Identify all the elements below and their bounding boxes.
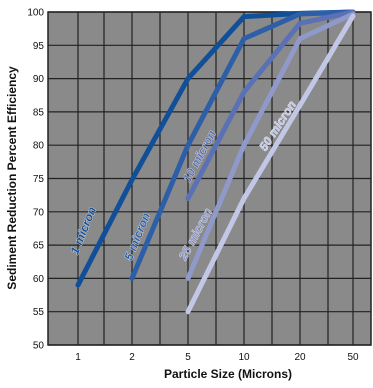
tick-labels: 50 55 60 65 70 75 80 85 90 95 100 1 2 5 10 20 50 [27, 8, 359, 364]
x-tick-label: 50 [347, 352, 359, 363]
x-axis-title: Particle Size (Microns) [164, 367, 292, 381]
y-tick-label: 60 [33, 274, 45, 285]
x-tick-label: 1 [75, 352, 81, 363]
y-tick-label: 75 [33, 174, 45, 185]
y-tick-label: 100 [27, 8, 44, 19]
y-tick-label: 70 [33, 207, 45, 218]
series-line [185, 9, 356, 201]
series-line [185, 13, 356, 315]
y-axis-title: Sediment Reduction Percent Efficiency [5, 66, 19, 290]
plot-frame [47, 11, 372, 346]
x-tick-label: 2 [129, 352, 135, 363]
series-line [129, 9, 356, 281]
x-tick-label: 5 [185, 352, 191, 363]
y-tick-label: 55 [33, 307, 45, 318]
series-line [185, 11, 356, 281]
y-tick-label: 65 [33, 241, 45, 252]
y-tick-label: 80 [33, 141, 45, 152]
y-tick-label: 95 [33, 41, 45, 52]
series-lines [75, 9, 356, 315]
y-tick-label: 85 [33, 107, 45, 118]
x-tick-label: 20 [294, 352, 306, 363]
y-tick-label: 50 [33, 341, 45, 352]
x-tick-label: 10 [238, 352, 250, 363]
y-tick-label: 90 [33, 74, 45, 85]
